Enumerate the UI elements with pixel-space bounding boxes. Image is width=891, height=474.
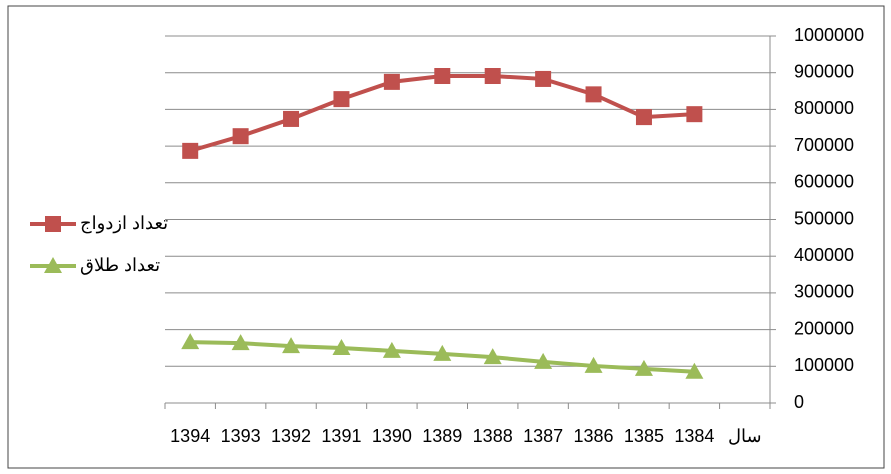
y-tick-label: 900000 xyxy=(794,61,854,81)
y-tick-label: 300000 xyxy=(794,282,854,302)
legend-marker xyxy=(44,257,62,273)
point xyxy=(231,334,250,351)
point xyxy=(383,73,400,90)
point xyxy=(433,344,452,361)
legend-marker xyxy=(45,216,61,232)
point xyxy=(282,337,301,354)
point xyxy=(685,362,704,379)
point xyxy=(686,106,703,123)
y-tick-label: 100000 xyxy=(794,355,854,375)
x-tick-label: 1386 xyxy=(574,426,614,446)
x-tick-label: 1387 xyxy=(523,426,563,446)
x-tick-label: 1385 xyxy=(624,426,664,446)
x-tick-label: سال xyxy=(728,426,762,446)
x-tick-label: 1393 xyxy=(221,426,261,446)
y-tick-label: 0 xyxy=(794,392,804,412)
x-tick-label: 1389 xyxy=(422,426,462,446)
point xyxy=(535,70,552,87)
point xyxy=(434,68,451,85)
legend-label: تعداد طلاق xyxy=(80,255,160,275)
y-tick-label: 800000 xyxy=(794,98,854,118)
point xyxy=(181,333,200,350)
point xyxy=(584,356,603,373)
series-line xyxy=(189,74,695,153)
point xyxy=(232,128,249,145)
point xyxy=(283,110,300,127)
y-tick-label: 200000 xyxy=(794,318,854,338)
x-tick-label: 1391 xyxy=(321,426,361,446)
point xyxy=(483,348,502,365)
point xyxy=(634,359,653,376)
y-tick-label: 1000000 xyxy=(794,25,864,45)
point xyxy=(382,341,401,358)
x-tick-label: 1388 xyxy=(473,426,513,446)
y-tick-label: 400000 xyxy=(794,245,854,265)
point xyxy=(182,142,199,159)
x-tick-label: 1392 xyxy=(271,426,311,446)
y-tick-label: 700000 xyxy=(794,135,854,155)
point xyxy=(333,91,350,108)
x-tick-label: 1384 xyxy=(674,426,714,446)
point xyxy=(534,352,553,369)
point xyxy=(332,338,351,355)
point xyxy=(635,109,652,126)
y-tick-label: 600000 xyxy=(794,172,854,192)
point xyxy=(484,68,501,85)
point xyxy=(585,86,602,103)
y-tick-label: 500000 xyxy=(794,208,854,228)
x-tick-label: 1390 xyxy=(372,426,412,446)
chart-frame xyxy=(7,5,885,469)
x-tick-label: 1394 xyxy=(170,426,210,446)
legend-label: تعداد ازدواج xyxy=(80,213,168,234)
